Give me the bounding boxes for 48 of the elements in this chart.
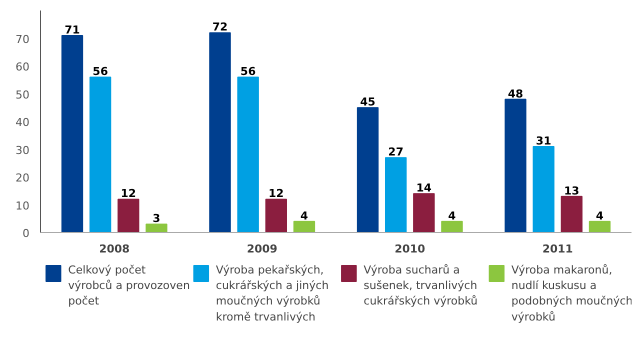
bar [441, 220, 463, 232]
bar [118, 198, 140, 232]
x-tick-label: 2011 [542, 242, 573, 256]
x-tick-label: 2009 [246, 242, 278, 256]
bar [384, 157, 407, 232]
y-tick-label: 20 [16, 172, 30, 184]
data-label: 31 [536, 134, 552, 148]
data-label: 12 [268, 187, 284, 200]
data-label: 4 [300, 209, 308, 222]
bar [89, 76, 112, 232]
y-tick-label: 0 [22, 227, 30, 240]
bar [504, 98, 526, 232]
bar [560, 196, 583, 232]
data-label: 72 [212, 20, 228, 34]
data-label: 12 [120, 187, 136, 200]
bar [293, 220, 316, 232]
y-tick-label: 50 [16, 88, 30, 102]
legend-label: Celkový počet výrobců a provozoven počet [68, 264, 190, 308]
data-label: 45 [360, 96, 376, 109]
legend-label: Výroba pekařských, cukrářských a jiných moučných výrobků kromě trvanlivých [216, 264, 329, 324]
y-tick-label: 10 [16, 199, 30, 212]
data-label: 4 [448, 209, 456, 222]
bar [146, 224, 168, 232]
data-label: 13 [564, 184, 580, 198]
data-label: 71 [64, 23, 80, 36]
bar [237, 76, 259, 232]
y-tick-label: 70 [16, 32, 30, 46]
y-tick-label: 30 [16, 144, 30, 157]
bar [209, 32, 231, 232]
bar [265, 198, 288, 232]
y-tick-label: 60 [16, 60, 30, 74]
data-label: 56 [240, 65, 256, 78]
y-tick-label: 40 [16, 116, 30, 129]
x-tick-label: 2008 [99, 242, 130, 256]
bar [532, 146, 554, 232]
data-label: 14 [416, 182, 432, 195]
data-label: 4 [596, 209, 604, 222]
legend-label: Výroba sucharů a sušenek, trvanlivých cukrářských výrobků [364, 264, 478, 308]
data-label: 48 [508, 87, 524, 100]
bar [61, 34, 84, 232]
data-label: 56 [92, 65, 108, 78]
legend-label: Výroba makaronů, nudlí kuskusu a podobných moučných výrobků [511, 264, 633, 324]
x-tick-label: 2010 [394, 242, 426, 256]
bar [588, 220, 611, 232]
data-label: 3 [152, 212, 160, 226]
bar [356, 107, 379, 232]
bar [413, 193, 435, 232]
data-label: 27 [388, 146, 404, 159]
